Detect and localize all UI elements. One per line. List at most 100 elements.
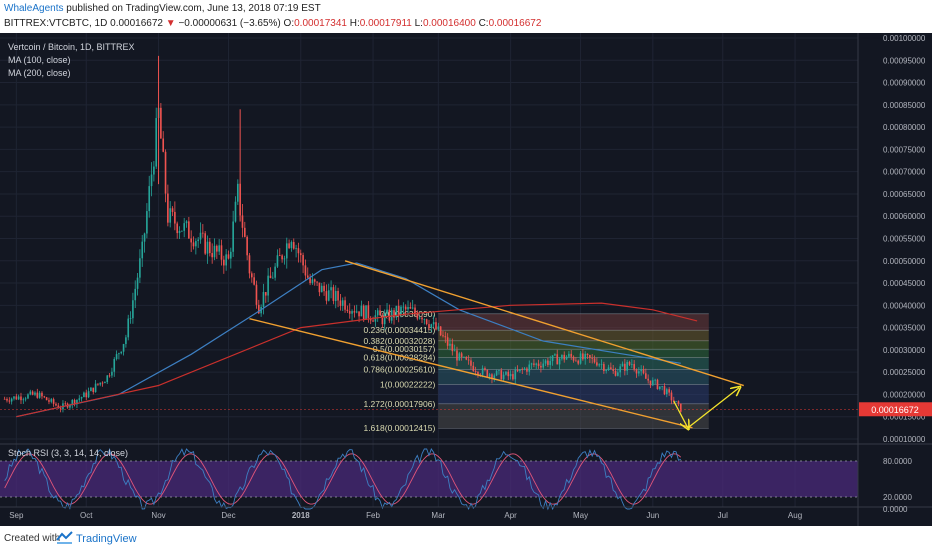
candle-body xyxy=(619,366,622,373)
candle-body xyxy=(654,379,656,381)
rsi-tick-label: 20.0000 xyxy=(883,493,912,502)
fib-level-label: 1.618(0.00012415) xyxy=(363,423,435,433)
rsi-label: Stoch RSI (3, 3, 14, 14, close) xyxy=(8,448,128,458)
candle-body xyxy=(575,360,577,362)
close-value: 0.00016672 xyxy=(488,18,542,29)
change-value: −0.00000631 (−3.65%) xyxy=(178,18,281,29)
candle-body xyxy=(372,320,374,322)
candle-body xyxy=(656,379,659,390)
candle-body xyxy=(323,285,325,292)
candle-body xyxy=(125,337,127,345)
candle-body xyxy=(285,243,288,259)
candle-body xyxy=(661,386,663,387)
candle-body xyxy=(122,344,125,352)
time-tick-label: Nov xyxy=(151,511,165,520)
candle-body xyxy=(90,387,92,392)
candle-body xyxy=(505,371,507,375)
candle-body xyxy=(423,319,426,320)
candle-body xyxy=(665,389,668,395)
price-tick-label: 0.00055000 xyxy=(883,235,926,244)
candle-body xyxy=(395,305,398,318)
candle-body xyxy=(230,251,232,259)
candle-body xyxy=(250,273,253,278)
candle-body xyxy=(176,223,179,234)
candle-body xyxy=(31,391,34,395)
price-tick-label: 0.00015000 xyxy=(883,413,926,422)
candle-body xyxy=(216,245,218,252)
candle-body xyxy=(246,236,248,256)
candle-body xyxy=(386,309,388,314)
candle-body xyxy=(544,360,547,364)
candle-body xyxy=(255,284,258,305)
rsi-tick-label: 80.0000 xyxy=(883,457,912,466)
fib-level-label: 1.272(0.00017906) xyxy=(363,399,435,409)
candle-body xyxy=(78,398,81,400)
candle-body xyxy=(353,311,356,313)
price-tick-label: 0.00085000 xyxy=(883,101,926,110)
candle-body xyxy=(659,386,661,390)
candle-body xyxy=(118,353,120,355)
candle-body xyxy=(155,118,158,167)
candle-body xyxy=(528,364,531,372)
candle-body xyxy=(171,208,174,212)
candle-body xyxy=(13,396,15,399)
candle-body xyxy=(341,300,344,306)
candle-body xyxy=(635,369,638,374)
down-arrow-icon: ▼ xyxy=(165,18,176,29)
candle-body xyxy=(132,300,134,319)
candle-body xyxy=(45,397,48,401)
current-price-label: 0.00016672 xyxy=(871,405,919,415)
candle-body xyxy=(318,282,321,293)
candle-body xyxy=(271,277,274,279)
candle-body xyxy=(267,275,269,296)
candle-body xyxy=(85,392,88,398)
candle-body xyxy=(467,359,470,361)
candle-body xyxy=(628,362,631,365)
candle-body xyxy=(290,242,293,249)
time-tick-label: Dec xyxy=(221,511,235,520)
candle-body xyxy=(516,369,519,372)
candle-body xyxy=(460,353,463,357)
candle-body xyxy=(120,351,123,354)
candle-body xyxy=(236,183,239,202)
fib-zone xyxy=(438,369,709,385)
high-value: 0.00017911 xyxy=(359,18,412,29)
candle-body xyxy=(134,288,137,301)
candle-body xyxy=(325,291,328,301)
tradingview-brand[interactable]: TradingView xyxy=(76,533,137,545)
candle-body xyxy=(551,355,554,362)
candle-body xyxy=(470,360,472,366)
time-tick-label: Jul xyxy=(718,511,728,520)
candle-body xyxy=(202,232,204,234)
fib-zone xyxy=(438,313,709,331)
candle-body xyxy=(530,363,533,365)
candle-body xyxy=(458,353,461,361)
candle-body xyxy=(106,375,109,383)
candle-body xyxy=(160,107,162,139)
candle-body xyxy=(3,398,6,400)
candle-body xyxy=(316,281,318,283)
candle-body xyxy=(579,353,582,364)
candle-body xyxy=(638,371,640,374)
candle-body xyxy=(197,239,199,242)
candle-body xyxy=(617,372,619,376)
candle-body xyxy=(211,253,213,258)
candle-body xyxy=(444,336,447,338)
price-chart[interactable]: 0(0.00038090)0.236(0.00034415)0.382(0.00… xyxy=(0,33,932,526)
candle-body xyxy=(605,370,608,372)
ohlc-line: BITTREX:VTCBTC, 1D 0.00016672 ▼ −0.00000… xyxy=(4,18,541,29)
candle-body xyxy=(243,227,246,237)
candle-body xyxy=(169,208,172,223)
price-tick-label: 0.00020000 xyxy=(883,390,926,399)
candle-body xyxy=(87,391,90,398)
candle-body xyxy=(59,408,62,410)
author-link[interactable]: WhaleAgents xyxy=(4,3,64,14)
price-tick-label: 0.00100000 xyxy=(883,34,926,43)
rsi-tick-label: 0.0000 xyxy=(883,505,908,514)
candle-body xyxy=(115,354,118,359)
candle-body xyxy=(139,258,141,278)
ma200-legend: MA (200, close) xyxy=(8,68,71,78)
candle-body xyxy=(362,305,365,320)
candle-body xyxy=(488,374,491,377)
candle-body xyxy=(153,166,155,175)
